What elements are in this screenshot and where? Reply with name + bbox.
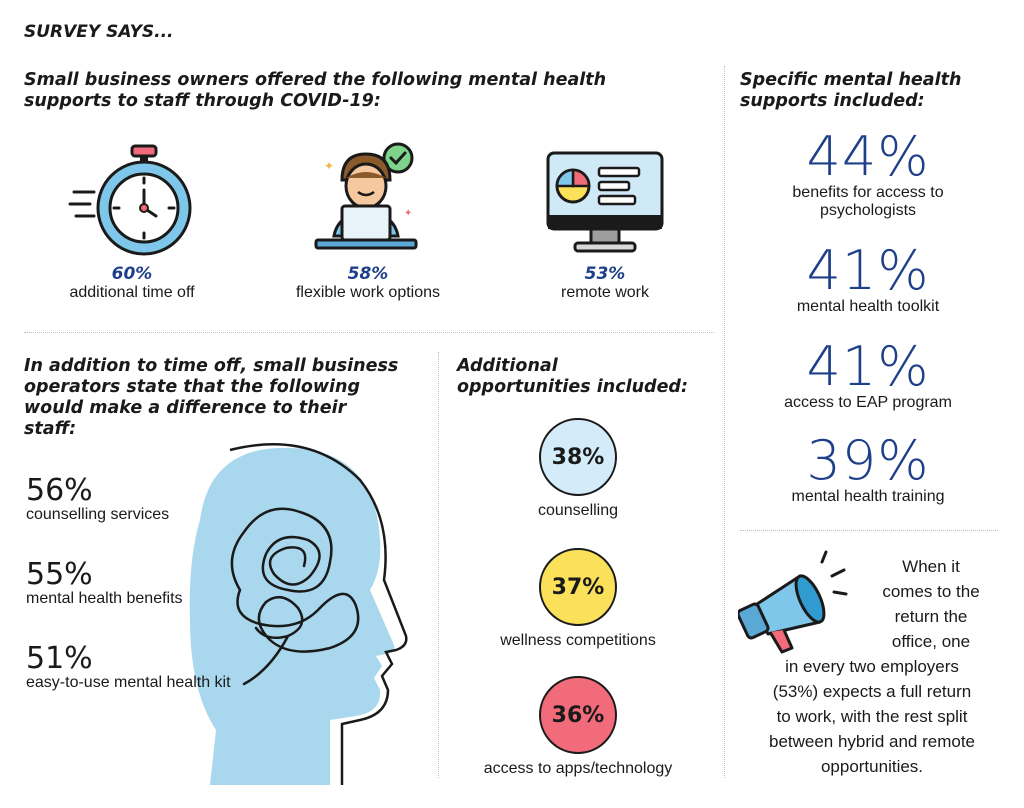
page-title: SURVEY SAYS... [24,22,174,42]
support-item: 53% remote work [560,264,650,301]
specific-item: 44% benefits for access to psychologists [792,125,944,220]
opportunity-item: 38% counselling [458,418,698,520]
horizontal-divider [24,332,714,333]
support-item: 58% flexible work options [295,264,441,301]
percent-circle: 36% [539,676,617,754]
opportunities-heading: Additional opportunities included: [457,356,688,397]
opportunity-item: 37% wellness competitions [458,548,698,650]
svg-text:✦: ✦ [404,208,412,219]
supports-heading: Small business owners offered the follow… [24,70,607,111]
vertical-divider [438,352,439,778]
return-text-bottom: in every two employers (53%) expects a f… [768,657,976,776]
specific-item: 39% mental health training [791,429,945,506]
percent-circle: 37% [539,548,617,626]
horizontal-divider [740,530,998,531]
specific-item: 41% access to EAP program [784,335,952,412]
svg-text:✦: ✦ [324,159,334,173]
person-laptop-icon: ✦ ✦ [314,142,418,250]
head-silhouette-icon [189,443,408,785]
difference-item: 55% mental health benefits [26,557,183,608]
vertical-divider [724,66,725,778]
difference-item: 51% easy-to-use mental health kit [26,641,231,692]
megaphone-icon [738,550,848,654]
return-text-top: When it comes to the return the office, … [882,557,980,651]
specific-heading: Specific mental health supports included… [740,70,962,111]
stopwatch-icon [68,144,192,256]
support-item: 60% additional time off [69,264,195,301]
specific-item: 41% mental health toolkit [796,239,940,316]
difference-heading: In addition to time off, small business … [24,356,399,439]
percent-circle: 38% [539,418,617,496]
opportunity-item: 36% access to apps/technology [458,676,698,778]
difference-item: 56% counselling services [26,473,170,524]
monitor-chart-icon [546,151,664,253]
